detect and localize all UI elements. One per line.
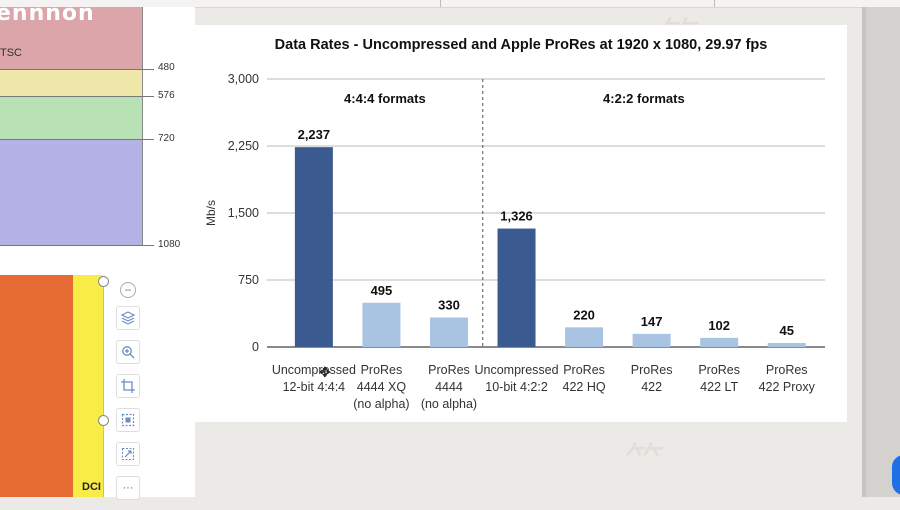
- ntsc-label: TSC: [0, 47, 22, 59]
- x-tick-label: ProRes 422 Proxy: [759, 363, 816, 394]
- diagram-title-cut: ennnon: [0, 1, 95, 26]
- chart-title: Data Rates - Uncompressed and Apple ProR…: [274, 37, 768, 53]
- bar: [767, 342, 806, 347]
- guide-axis: [142, 7, 143, 245]
- data-label: 495: [371, 283, 393, 298]
- guide-label-1080: 1080: [158, 239, 181, 250]
- resolution-diagram: ennnon TSC 480 576 720 1080: [0, 1, 195, 497]
- selection-edge: [103, 283, 104, 497]
- top-ruler: [0, 0, 900, 8]
- dci-label: DCI: [82, 481, 101, 493]
- y-tick-label: 1,500: [228, 206, 259, 220]
- band-720: [0, 97, 142, 140]
- x-tick-label-line: 12-bit 4:4:4: [283, 380, 346, 394]
- resize-icon: [121, 447, 135, 461]
- bar: [497, 228, 536, 347]
- more-icon: ···: [122, 482, 134, 494]
- select-area-button[interactable]: [116, 408, 140, 432]
- x-tick-label: ProRes 422: [631, 363, 673, 394]
- x-tick-label-line: ProRes: [563, 363, 605, 377]
- selection-handle[interactable]: [98, 415, 109, 426]
- x-tick-label-line: ProRes: [766, 363, 808, 377]
- data-label: 45: [779, 323, 793, 338]
- background-watermark: ⺮: [625, 440, 665, 486]
- dci-yellow-block[interactable]: [73, 275, 103, 497]
- x-tick-label: ProRes 4444 XQ (no alpha): [353, 363, 409, 411]
- crop-icon: [121, 379, 135, 393]
- x-tick-label-line: 4444: [435, 380, 463, 394]
- x-tick-label: ProRes 422 LT: [698, 363, 740, 394]
- bar: [700, 337, 739, 347]
- data-label: 2,237: [298, 127, 331, 142]
- data-label: 330: [438, 298, 460, 313]
- guide-720: [142, 139, 154, 140]
- selection-handle[interactable]: [98, 276, 109, 287]
- window-edge: [862, 7, 866, 497]
- bar: [294, 147, 333, 347]
- x-tick-label-line: (no alpha): [421, 397, 477, 411]
- data-label: 220: [573, 307, 595, 322]
- x-tick-label-line: 422 HQ: [563, 380, 606, 394]
- x-tick-label-line: ProRes: [698, 363, 740, 377]
- y-tick-label: 750: [238, 273, 259, 287]
- collapse-button[interactable]: −: [120, 282, 136, 298]
- chart-card: Data Rates - Uncompressed and Apple ProR…: [195, 25, 847, 422]
- x-tick-label-line: 422: [641, 380, 662, 394]
- x-tick-label-line: Uncompressed: [272, 363, 356, 377]
- layers-button[interactable]: [116, 306, 140, 330]
- x-tick-label-line: ProRes: [631, 363, 673, 377]
- data-label: 102: [708, 318, 730, 333]
- x-tick-label-line: 10-bit 4:2:2: [485, 380, 548, 394]
- ruler-tick: [440, 0, 441, 7]
- band-1080: [0, 140, 142, 246]
- x-tick-label-line: (no alpha): [353, 397, 409, 411]
- bar: [429, 317, 468, 347]
- data-label: 147: [641, 314, 663, 329]
- right-scroll-area[interactable]: [866, 7, 900, 497]
- group-label: 4:4:4 formats: [344, 91, 426, 106]
- bar: [565, 327, 604, 347]
- bar-chart: 3,000 2,250 1,500 750 0 Mb/s 2,237 Uncompressed…: [204, 72, 825, 411]
- y-axis-label: Mb/s: [204, 200, 218, 226]
- y-tick-label: 2,250: [228, 139, 259, 153]
- more-button[interactable]: ···: [116, 476, 140, 500]
- resize-button[interactable]: [116, 442, 140, 466]
- image-toolbar: − ···: [116, 282, 140, 510]
- x-tick-label-line: ProRes: [428, 363, 470, 377]
- x-tick-label-line: ProRes: [361, 363, 403, 377]
- guide-label-480: 480: [158, 62, 175, 73]
- x-tick-label: ProRes 422 HQ: [563, 363, 606, 394]
- ruler-tick: [714, 0, 715, 7]
- layers-icon: [121, 311, 135, 325]
- band-ntsc: ennnon TSC: [0, 1, 142, 70]
- x-tick-label: Uncompressed 12-bit 4:4:4: [272, 363, 356, 394]
- move-cursor-icon: ✥: [319, 364, 331, 380]
- guide-label-576: 576: [158, 90, 175, 101]
- y-tick-label: 0: [252, 340, 259, 354]
- x-tick-label-line: 4444 XQ: [357, 380, 407, 394]
- x-tick-label-line: Uncompressed: [474, 363, 558, 377]
- band-576: [0, 70, 142, 97]
- guide-label-720: 720: [158, 133, 175, 144]
- bar: [362, 302, 401, 347]
- x-tick-label-line: 422 Proxy: [759, 380, 816, 394]
- guide-576: [142, 96, 154, 97]
- crop-button[interactable]: [116, 374, 140, 398]
- dci-orange-block[interactable]: [0, 275, 73, 497]
- zoom-in-icon: [122, 346, 135, 359]
- guide-1080: [142, 245, 154, 246]
- x-tick-label: Uncompressed 10-bit 4:2:2: [474, 363, 558, 394]
- x-tick-label-line: 422 LT: [700, 380, 738, 394]
- group-label: 4:2:2 formats: [603, 91, 685, 106]
- select-area-icon: [121, 413, 135, 427]
- zoom-button[interactable]: [116, 340, 140, 364]
- bar: [632, 333, 671, 347]
- guide-480: [142, 69, 154, 70]
- y-tick-label: 3,000: [228, 72, 259, 86]
- floating-assistant-button[interactable]: [892, 455, 900, 495]
- data-label: 1,326: [500, 209, 533, 224]
- x-tick-label: ProRes 4444 (no alpha): [421, 363, 477, 411]
- collapse-icon: −: [124, 283, 132, 297]
